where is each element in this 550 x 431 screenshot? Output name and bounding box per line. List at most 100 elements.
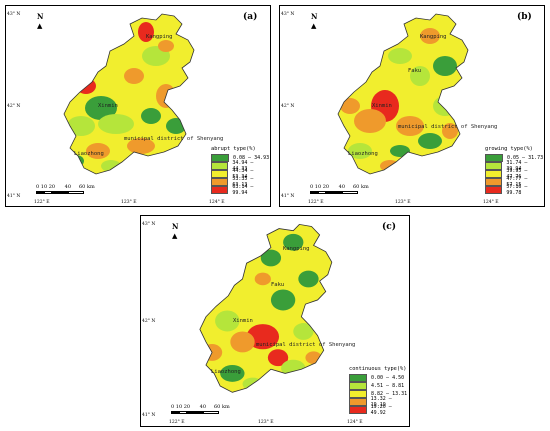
- value-patch: [67, 116, 95, 136]
- place-municipal: municipal district of Shenyang: [256, 342, 356, 348]
- legend-item: 19.20 — 49.92: [349, 404, 409, 416]
- shenyang-map-a: [63, 13, 195, 175]
- legend-item: 39.95 — 47.76: [485, 168, 544, 180]
- x-tick: 123° E: [121, 200, 137, 205]
- map-panel-a: (a) N ▲ 43° N 42° N 41° N 122° E 123° E 1…: [5, 5, 271, 207]
- legend-item: 0.08 — 34.93: [211, 154, 270, 162]
- place-kangping: Kangping: [283, 246, 310, 252]
- place-liaozhong: Liaozhong: [74, 151, 104, 157]
- value-patch: [270, 289, 296, 311]
- value-patch: [85, 96, 117, 120]
- place-kangping: Kangping: [420, 34, 447, 40]
- legend-item: 4.51 — 8.81: [349, 382, 409, 390]
- shenyang-map-b: [337, 13, 469, 175]
- y-tick: 41° N: [142, 413, 156, 418]
- place-municipal: municipal district of Shenyang: [398, 124, 498, 130]
- y-tick: 43° N: [281, 12, 295, 17]
- value-patch: [98, 114, 134, 134]
- y-tick: 41° N: [281, 194, 295, 199]
- value-patch: [267, 349, 289, 367]
- x-tick: 122° E: [34, 200, 50, 205]
- x-tick: 124° E: [483, 200, 499, 205]
- value-patch: [433, 56, 457, 76]
- map-panel-c: (c) N ▲ 43° N 42° N 41° N 122° E 123° E 1…: [140, 215, 410, 427]
- value-patch: [124, 68, 144, 84]
- value-patch: [420, 28, 440, 44]
- value-patch: [230, 331, 255, 353]
- value-patch: [141, 108, 161, 124]
- value-patch: [396, 116, 424, 136]
- legend-item: 57.16 — 99.78: [485, 184, 544, 196]
- legend-item: 34.94 — 44.33: [211, 160, 270, 172]
- shenyang-map-c: [199, 223, 333, 393]
- map-panel-b: (b) N ▲ 43° N 42° N 41° N 122° E 123° E 1…: [279, 5, 545, 207]
- value-patch: [220, 365, 245, 382]
- value-patch: [354, 109, 386, 133]
- value-patch: [390, 145, 410, 157]
- scale-bar: 0 10 20 40 60 km: [310, 184, 369, 194]
- value-patch: [158, 40, 174, 52]
- value-patch: [283, 233, 304, 251]
- place-faku: Faku: [271, 282, 285, 288]
- x-tick: 124° E: [209, 200, 225, 205]
- panel-tag: (b): [517, 12, 532, 22]
- value-patch: [418, 133, 442, 149]
- north-arrow-icon: N ▲: [37, 12, 44, 30]
- place-liaozhong: Liaozhong: [211, 369, 241, 375]
- place-kangping: Kangping: [146, 34, 173, 40]
- place-municipal: municipal district of Shenyang: [124, 136, 224, 142]
- x-tick: 124° E: [347, 420, 363, 425]
- legend-title: growing type(%): [485, 146, 533, 152]
- legend-item: 0.05 — 31.73: [485, 154, 544, 162]
- legend-item: 8.82 — 13.31: [349, 390, 409, 398]
- y-tick: 41° N: [7, 194, 21, 199]
- place-xinmin: Xinmin: [98, 103, 118, 109]
- value-patch: [254, 272, 271, 286]
- place-faku: Faku: [408, 68, 422, 74]
- value-patch: [298, 270, 319, 288]
- north-label: N: [172, 222, 179, 231]
- value-patch: [340, 98, 360, 114]
- place-xinmin: Xinmin: [233, 318, 253, 324]
- region-outline: [199, 223, 333, 393]
- y-tick: 42° N: [281, 104, 295, 109]
- value-patch: [260, 249, 282, 267]
- place-xinmin: Xinmin: [372, 103, 392, 109]
- legend-item: 44.34 — 53.34: [211, 168, 270, 180]
- legend-item: 47.77 — 57.15: [485, 176, 544, 188]
- legend-item: 53.35 — 63.13: [211, 176, 270, 188]
- value-patch: [246, 324, 280, 350]
- value-patch: [138, 22, 154, 42]
- value-patch: [215, 310, 240, 332]
- value-patch: [281, 359, 306, 377]
- legend-title: continuous type(%): [349, 366, 407, 372]
- x-tick: 122° E: [308, 200, 324, 205]
- legend-item: 13.32 — 19.19: [349, 396, 409, 408]
- north-label: N: [311, 12, 318, 21]
- value-patch: [348, 143, 372, 159]
- legend: abrupt type(%) 0.08 — 34.93 34.94 — 44.3…: [211, 146, 270, 196]
- scale-bar: 0 10 20 40 60 km: [36, 184, 95, 194]
- scale-bar: 0 10 20 40 60 km: [171, 404, 230, 414]
- north-arrow-icon: N ▲: [311, 12, 318, 30]
- region-outline: [63, 13, 195, 175]
- legend-item: 31.74 — 39.94: [485, 160, 544, 172]
- north-arrow-icon: N ▲: [172, 222, 179, 240]
- place-liaozhong: Liaozhong: [348, 151, 378, 157]
- region-outline: [337, 13, 469, 175]
- x-tick: 123° E: [395, 200, 411, 205]
- legend-item: 0.00 — 4.50: [349, 374, 409, 382]
- value-patch: [388, 48, 412, 64]
- y-tick: 42° N: [7, 104, 21, 109]
- legend-item: 63.14 — 99.94: [211, 184, 270, 196]
- y-tick: 43° N: [7, 12, 21, 17]
- north-label: N: [37, 12, 44, 21]
- value-patch: [410, 66, 430, 86]
- region-base: [199, 224, 332, 393]
- y-tick: 43° N: [142, 222, 156, 227]
- value-patch: [293, 323, 314, 340]
- value-patch: [86, 143, 110, 159]
- value-patch: [127, 138, 155, 154]
- x-tick: 122° E: [169, 420, 185, 425]
- y-tick: 42° N: [142, 319, 156, 324]
